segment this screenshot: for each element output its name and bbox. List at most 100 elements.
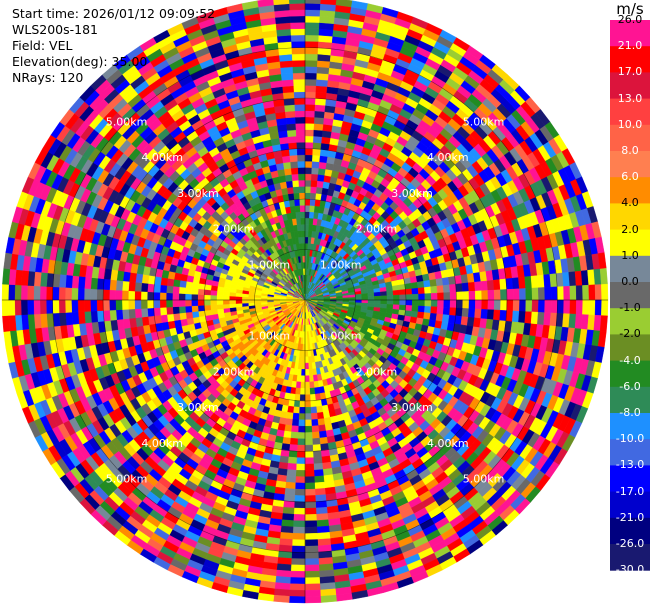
range-gate-cell bbox=[304, 141, 314, 149]
range-gate-cell bbox=[309, 198, 316, 207]
range-gate-cell bbox=[411, 305, 419, 313]
range-gate-cell bbox=[153, 291, 161, 301]
range-gate-cell bbox=[292, 406, 300, 414]
range-gate-cell bbox=[310, 400, 317, 408]
range-gate-cell bbox=[65, 311, 73, 326]
range-gate-cell bbox=[531, 299, 539, 313]
range-gate-cell bbox=[304, 369, 310, 377]
range-gate-cell bbox=[530, 275, 539, 289]
range-gate-cell bbox=[300, 375, 306, 383]
range-gate-cell bbox=[487, 289, 495, 301]
range-gate-cell bbox=[290, 570, 306, 579]
range-gate-cell bbox=[134, 281, 143, 292]
range-gate-cell bbox=[315, 399, 323, 407]
range-gate-cell bbox=[172, 292, 180, 301]
range-gate-cell bbox=[296, 451, 306, 459]
range-gate-cell bbox=[295, 463, 306, 471]
range-gate-cell bbox=[280, 525, 294, 534]
range-gate-cell bbox=[71, 287, 79, 301]
range-gate-cell bbox=[361, 296, 369, 301]
range-gate-cell bbox=[430, 292, 438, 301]
range-gate-cell bbox=[39, 285, 47, 301]
range-gate-cell bbox=[456, 291, 464, 301]
range-gate-cell bbox=[304, 173, 312, 181]
range-gate-cell bbox=[367, 296, 375, 301]
range-gate-cell bbox=[166, 285, 174, 294]
range-gate-cell bbox=[315, 500, 328, 509]
range-gate-cell bbox=[84, 310, 92, 324]
range-gate-cell bbox=[304, 375, 310, 383]
range-gate-cell bbox=[525, 299, 533, 313]
range-gate-cell bbox=[153, 283, 161, 293]
range-gate-cell bbox=[304, 388, 311, 395]
range-gate-cell bbox=[166, 313, 175, 322]
range-gate-cell bbox=[128, 281, 136, 292]
range-gate-cell bbox=[430, 299, 438, 308]
range-gate-cell bbox=[96, 310, 105, 323]
range-gate-cell bbox=[315, 405, 324, 414]
range-gate-cell bbox=[300, 369, 306, 377]
range-gate-cell bbox=[493, 309, 501, 321]
range-gate-cell bbox=[310, 186, 318, 194]
range-gate-cell bbox=[204, 309, 212, 317]
range-gate-cell bbox=[537, 311, 545, 326]
range-gate-cell bbox=[291, 539, 306, 547]
range-gate-cell bbox=[493, 279, 501, 291]
range-gate-cell bbox=[373, 291, 381, 297]
range-gate-cell bbox=[52, 286, 60, 301]
range-gate-cell bbox=[594, 299, 602, 316]
range-gate-cell bbox=[530, 311, 539, 325]
range-gate-cell bbox=[304, 91, 317, 99]
range-gate-cell bbox=[309, 381, 315, 389]
range-gate-cell bbox=[423, 312, 431, 320]
range-gate-cell bbox=[310, 412, 318, 421]
range-gate-cell bbox=[588, 284, 596, 301]
range-gate-cell bbox=[109, 299, 117, 311]
range-gate-cell bbox=[153, 307, 161, 317]
range-gate-cell bbox=[449, 299, 457, 309]
range-gate-cell bbox=[216, 308, 225, 315]
range-gate-cell bbox=[128, 308, 136, 319]
range-gate-cell bbox=[304, 59, 318, 68]
range-gate-cell bbox=[216, 290, 224, 296]
range-gate-cell bbox=[314, 481, 326, 490]
range-gate-cell bbox=[519, 299, 527, 312]
range-gate-cell bbox=[314, 488, 326, 496]
range-gate-cell bbox=[398, 304, 407, 311]
range-gate-cell bbox=[103, 278, 111, 291]
range-gate-cell bbox=[505, 310, 514, 323]
range-gate-cell bbox=[121, 309, 130, 320]
range-gate-cell bbox=[160, 277, 169, 286]
range-gate-cell bbox=[304, 0, 321, 4]
range-gate-cell bbox=[121, 280, 130, 291]
range-gate-cell bbox=[424, 299, 432, 307]
range-gate-cell bbox=[594, 284, 602, 301]
range-gate-cell bbox=[282, 500, 295, 509]
range-gate-cell bbox=[318, 430, 327, 439]
range-gate-cell bbox=[304, 488, 316, 496]
range-gate-cell bbox=[314, 475, 325, 484]
range-gate-cell bbox=[544, 286, 552, 301]
range-gate-cell bbox=[304, 160, 313, 168]
range-gate-cell bbox=[474, 308, 482, 319]
range-gate-cell bbox=[315, 79, 329, 87]
range-gate-cell bbox=[210, 299, 217, 306]
range-gate-cell bbox=[178, 286, 186, 294]
range-gate-cell bbox=[481, 290, 489, 301]
range-gate-cell bbox=[304, 123, 315, 131]
range-gate-cell bbox=[308, 375, 314, 383]
range-gate-cell bbox=[424, 286, 432, 294]
range-gate-cell bbox=[229, 303, 237, 309]
range-gate-cell bbox=[102, 299, 110, 311]
range-gate-cell bbox=[304, 47, 319, 55]
range-gate-cell bbox=[304, 589, 321, 597]
range-gate-cell bbox=[304, 564, 320, 572]
range-gate-cell bbox=[499, 278, 507, 291]
range-gate-cell bbox=[468, 290, 476, 301]
range-gate-cell bbox=[146, 299, 154, 309]
range-gate-cell bbox=[299, 388, 306, 395]
range-gate-cell bbox=[524, 275, 533, 289]
range-gate-cell bbox=[312, 142, 322, 150]
range-gate-cell bbox=[361, 293, 369, 298]
range-gate-cell bbox=[147, 283, 155, 293]
